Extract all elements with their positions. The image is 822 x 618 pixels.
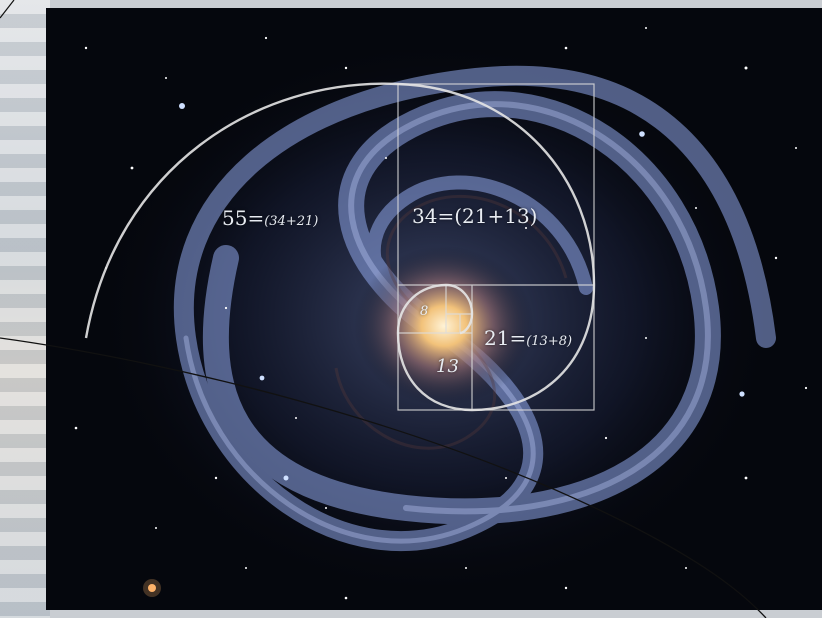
label-8: 8 — [420, 304, 429, 319]
background-strip — [0, 0, 50, 618]
galaxy-photo: 55=(34+21) 34=(21+13) 21=(13+8) 13 8 — [46, 8, 822, 610]
label-13: 13 — [436, 356, 459, 377]
label-55: 55=(34+21) — [222, 206, 319, 230]
galaxy-illustration — [46, 8, 822, 610]
label-21: 21=(13+8) — [484, 326, 573, 350]
label-34: 34=(21+13) — [412, 204, 538, 228]
